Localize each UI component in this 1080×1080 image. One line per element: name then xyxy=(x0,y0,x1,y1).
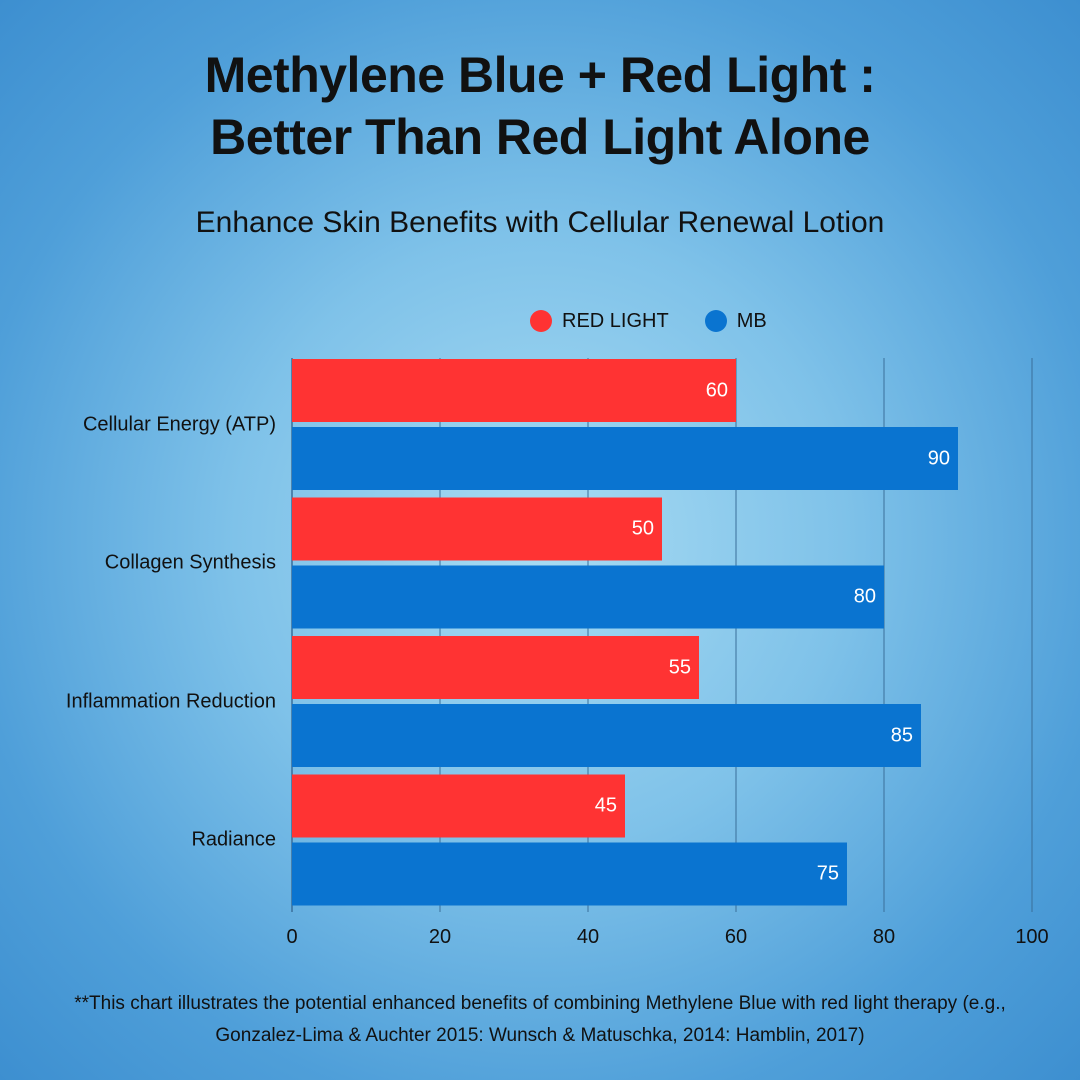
footnote-line-1: **This chart illustrates the potential e… xyxy=(74,993,1006,1014)
bar-value-label: 55 xyxy=(668,656,691,678)
x-tick-label: 80 xyxy=(872,926,896,948)
bar-value-label: 50 xyxy=(631,517,654,540)
footnote: **This chart illustrates the potential e… xyxy=(0,988,1080,1052)
legend-label-mb: MB xyxy=(736,309,767,332)
title-line-1: Methylene Blue + Red Light : xyxy=(204,47,876,103)
bar-red-light xyxy=(292,497,662,561)
bar-mb xyxy=(292,565,884,629)
x-tick-label: 40 xyxy=(576,926,600,948)
legend-item-red-light: RED LIGHT xyxy=(530,310,669,333)
x-tick-label: 60 xyxy=(724,926,748,948)
bar-red-light xyxy=(292,359,736,422)
x-tick-label: 0 xyxy=(286,926,298,948)
bar-value-label: 75 xyxy=(816,862,839,885)
title-line-2: Better Than Red Light Alone xyxy=(210,109,870,165)
bar-value-label: 80 xyxy=(853,585,876,608)
x-tick-label: 100 xyxy=(1015,926,1049,948)
legend-swatch-red xyxy=(530,310,552,332)
bar-red-light xyxy=(292,774,625,838)
bar-value-label: 85 xyxy=(890,724,913,746)
legend-swatch-blue xyxy=(704,310,727,332)
legend-label-red-light: RED LIGHT xyxy=(562,309,669,332)
bar-value-label: 60 xyxy=(705,379,728,401)
bar-mb xyxy=(292,842,847,906)
chart-subtitle: Enhance Skin Benefits with Cellular Rene… xyxy=(195,206,885,239)
bar-mb xyxy=(292,704,921,767)
category-label: Radiance xyxy=(191,828,276,851)
legend-item-mb: MB xyxy=(704,309,767,333)
bar-red-light xyxy=(292,636,699,699)
category-label: Cellular Energy (ATP) xyxy=(82,413,276,435)
category-label: Collagen Synthesis xyxy=(104,551,276,574)
bar-mb xyxy=(292,427,958,490)
chart-title: Methylene Blue + Red Light : Better Than… xyxy=(0,44,1080,168)
bar-value-label: 90 xyxy=(927,447,950,469)
x-tick-label: 20 xyxy=(428,926,452,948)
footnote-line-2: Gonzalez-Lima & Auchter 2015: Wunsch & M… xyxy=(215,1025,865,1046)
bar-value-label: 45 xyxy=(594,794,617,817)
legend: RED LIGHT MB xyxy=(530,306,803,336)
category-label: Inflammation Reduction xyxy=(65,690,276,712)
